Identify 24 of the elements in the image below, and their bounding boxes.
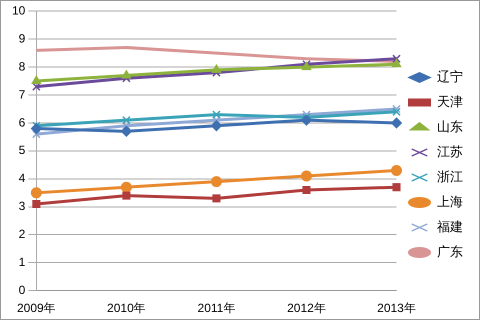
- y-tick-label: 5: [18, 143, 26, 158]
- legend-label: 广东: [437, 244, 463, 260]
- y-tick-label: 1: [18, 254, 26, 269]
- legend-label: 上海: [437, 194, 463, 210]
- legend-label: 山东: [437, 120, 463, 135]
- legend-label: 江苏: [437, 144, 463, 160]
- y-tick-label: 7: [18, 87, 26, 102]
- x-tick-label: 2010年: [107, 301, 146, 316]
- legend-label: 福建: [437, 220, 463, 235]
- y-tick-label: 2: [18, 227, 26, 242]
- y-tick-label: 10: [12, 4, 26, 18]
- x-tick-label: 2012年: [287, 301, 326, 316]
- y-tick-label: 4: [18, 171, 26, 186]
- y-tick-label: 8: [18, 59, 26, 74]
- y-tick-label: 0: [18, 282, 26, 297]
- x-tick-label: 2011年: [198, 301, 236, 316]
- y-tick-label: 6: [18, 115, 26, 130]
- legend-label: 天津: [437, 94, 463, 110]
- x-tick-label: 2009年: [16, 301, 56, 316]
- legend-label: 辽宁: [437, 68, 463, 85]
- y-tick-label: 3: [18, 199, 26, 214]
- x-tick-label: 2013年: [377, 301, 416, 316]
- legend-label: 浙江: [437, 170, 463, 185]
- y-tick-label: 9: [18, 31, 26, 46]
